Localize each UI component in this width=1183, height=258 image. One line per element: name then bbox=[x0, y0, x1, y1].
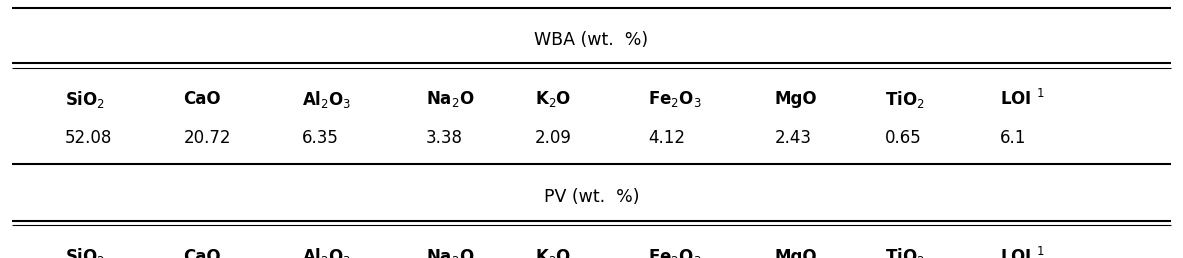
Text: Fe$_2$O$_3$: Fe$_2$O$_3$ bbox=[648, 247, 702, 258]
Text: 6.1: 6.1 bbox=[1000, 129, 1026, 147]
Text: LOI $^1$: LOI $^1$ bbox=[1000, 247, 1045, 258]
Text: CaO: CaO bbox=[183, 90, 221, 108]
Text: SiO$_2$: SiO$_2$ bbox=[65, 246, 105, 258]
Text: 2.09: 2.09 bbox=[535, 129, 571, 147]
Text: LOI $^1$: LOI $^1$ bbox=[1000, 89, 1045, 109]
Text: Na$_2$O: Na$_2$O bbox=[426, 89, 474, 109]
Text: Fe$_2$O$_3$: Fe$_2$O$_3$ bbox=[648, 89, 702, 109]
Text: CaO: CaO bbox=[183, 248, 221, 258]
Text: Al$_2$O$_3$: Al$_2$O$_3$ bbox=[302, 246, 351, 258]
Text: 6.35: 6.35 bbox=[302, 129, 338, 147]
Text: TiO$_2$: TiO$_2$ bbox=[885, 246, 924, 258]
Text: SiO$_2$: SiO$_2$ bbox=[65, 89, 105, 110]
Text: MgO: MgO bbox=[775, 90, 817, 108]
Text: MgO: MgO bbox=[775, 248, 817, 258]
Text: WBA (wt.  %): WBA (wt. %) bbox=[535, 31, 648, 49]
Text: PV (wt.  %): PV (wt. %) bbox=[544, 188, 639, 206]
Text: 3.38: 3.38 bbox=[426, 129, 463, 147]
Text: Na$_2$O: Na$_2$O bbox=[426, 247, 474, 258]
Text: 52.08: 52.08 bbox=[65, 129, 112, 147]
Text: 2.43: 2.43 bbox=[775, 129, 812, 147]
Text: Al$_2$O$_3$: Al$_2$O$_3$ bbox=[302, 89, 351, 110]
Text: 0.65: 0.65 bbox=[885, 129, 922, 147]
Text: K$_2$O: K$_2$O bbox=[535, 247, 571, 258]
Text: K$_2$O: K$_2$O bbox=[535, 89, 571, 109]
Text: 20.72: 20.72 bbox=[183, 129, 231, 147]
Text: TiO$_2$: TiO$_2$ bbox=[885, 89, 924, 110]
Text: 4.12: 4.12 bbox=[648, 129, 685, 147]
